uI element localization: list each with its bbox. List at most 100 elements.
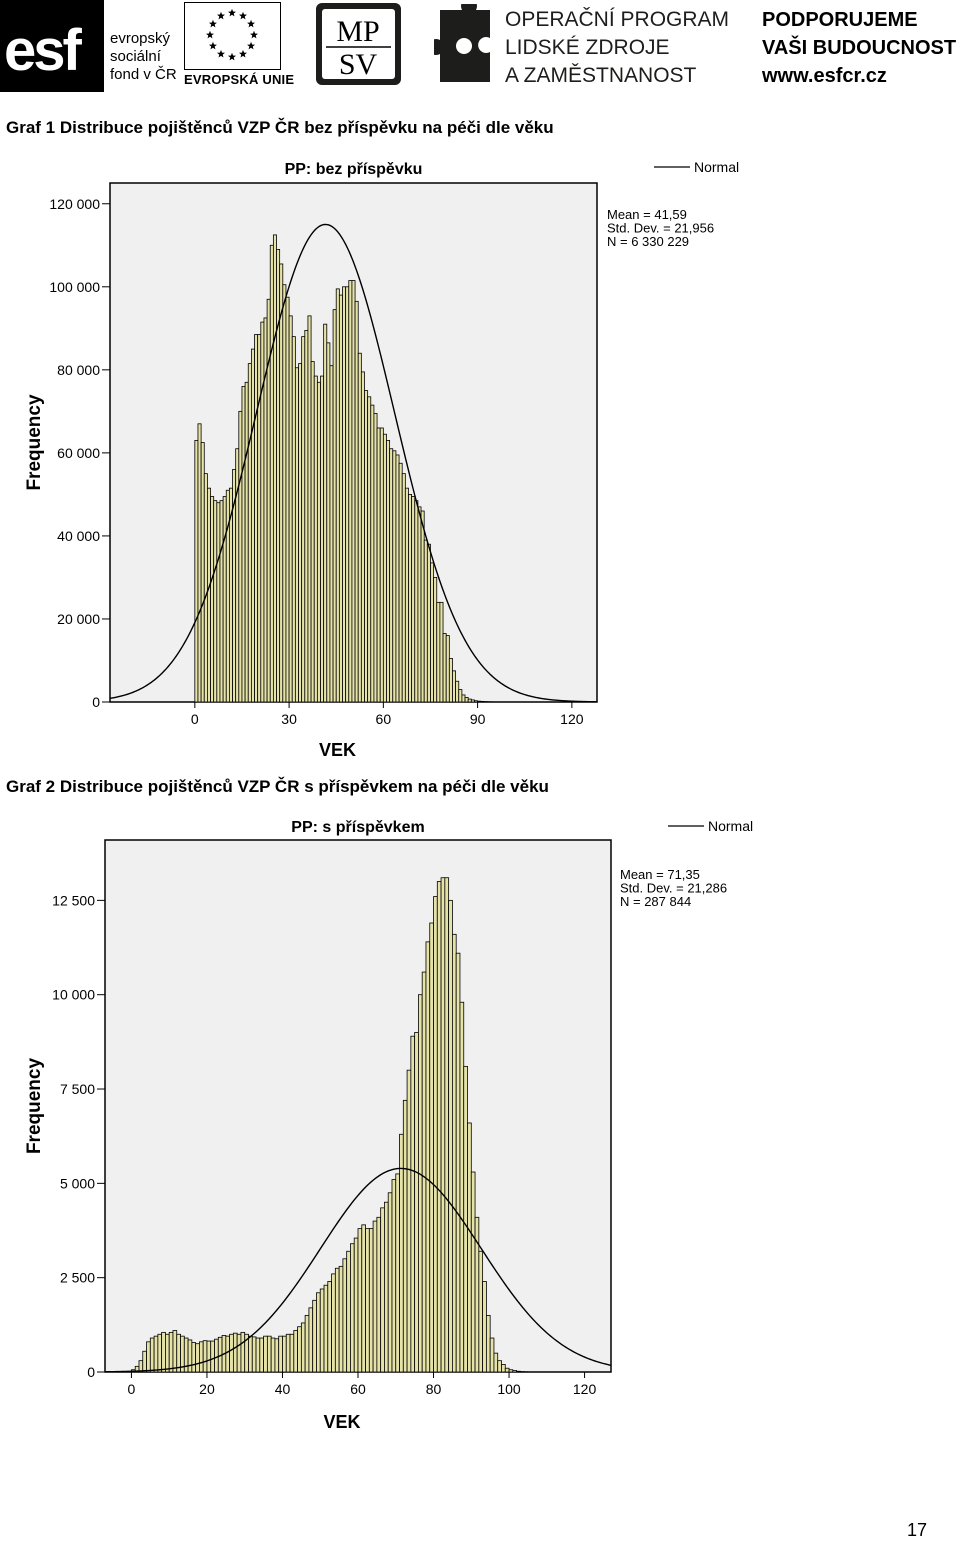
histogram-bar	[386, 440, 391, 703]
histogram-bar	[153, 1335, 159, 1373]
histogram-bar	[448, 657, 453, 703]
eu-star	[247, 41, 256, 50]
histogram-bar	[372, 1220, 378, 1373]
histogram-bar	[361, 1224, 366, 1373]
program-line-2: LIDSKÉ ZDROJE	[505, 36, 670, 59]
histogram-bar	[200, 442, 205, 703]
eu-caption: EVROPSKÁ UNIE	[184, 72, 295, 87]
histogram-bar	[451, 933, 457, 1373]
eu-star	[217, 49, 225, 58]
histogram-bar	[401, 473, 406, 703]
histogram-bar	[501, 1364, 506, 1373]
histogram-bar	[425, 941, 431, 1373]
histogram-bar	[291, 336, 296, 703]
histogram-bar	[329, 365, 334, 703]
histogram-bar	[482, 1281, 487, 1373]
histogram-bar	[269, 244, 274, 703]
histogram-bar	[455, 680, 460, 703]
stats-line: N = 6 330 229	[607, 234, 689, 249]
histogram-bar	[493, 1352, 499, 1373]
y-tick-label: 12 500	[52, 892, 95, 908]
histogram-bar	[414, 500, 419, 703]
histogram-bar	[323, 323, 328, 703]
histogram-bar	[270, 1337, 276, 1373]
histogram-bar	[282, 1335, 287, 1373]
histogram-bar	[379, 427, 384, 703]
y-tick-label: 5 000	[60, 1175, 95, 1191]
histogram-bar	[464, 697, 469, 703]
histogram-bar	[260, 321, 265, 703]
histogram-bar	[259, 1337, 265, 1373]
histogram-bar	[195, 1343, 200, 1373]
x-axis-label: VEK	[323, 1412, 360, 1432]
eu-flag	[184, 2, 281, 70]
y-tick-label: 2 500	[60, 1270, 95, 1286]
histogram-bar	[382, 433, 387, 703]
histogram-chart-1: PP: bez příspěvku Normal Mean = 41,59Std. …	[24, 159, 739, 760]
histogram-bar	[316, 381, 321, 703]
histogram-bar	[360, 371, 365, 703]
histogram-bar	[225, 1335, 231, 1373]
histogram-bar	[429, 922, 434, 1373]
eu-star	[217, 11, 225, 20]
esf-logo: esf	[0, 0, 104, 92]
histogram-bar	[387, 1192, 393, 1373]
histogram-bar	[251, 1336, 257, 1373]
histogram-bar	[331, 1273, 336, 1373]
histogram-bar	[236, 1333, 242, 1373]
histogram-bar	[187, 1339, 193, 1373]
x-tick-label: 0	[128, 1381, 136, 1397]
x-tick-label: 40	[275, 1381, 291, 1397]
histogram-bar	[307, 315, 312, 703]
x-axis-label: VEK	[319, 740, 356, 760]
histogram-bar	[310, 361, 315, 703]
y-tick-label: 80 000	[57, 362, 100, 378]
histogram-bar	[198, 1341, 204, 1373]
x-tick-label: 60	[376, 711, 392, 727]
histogram-bar	[346, 1250, 351, 1373]
slogan-url[interactable]: www.esfcr.cz	[762, 65, 887, 87]
y-tick-label: 100 000	[49, 279, 100, 295]
mpsv-text-1: MP	[336, 15, 379, 48]
stats-line: Mean = 71,35	[620, 867, 700, 882]
histogram-bar	[370, 404, 375, 703]
histogram-bar	[250, 348, 255, 703]
histogram-bar	[395, 1173, 400, 1373]
histogram-bar	[342, 1258, 348, 1373]
histogram-bar	[149, 1337, 155, 1373]
histogram-bar	[477, 700, 482, 703]
histogram-bar	[433, 577, 438, 703]
histogram-bar	[263, 1335, 268, 1373]
histogram-bar	[418, 994, 423, 1373]
histogram-bar	[213, 500, 218, 703]
histogram-bar	[365, 1228, 370, 1373]
normal-curve	[104, 1167, 612, 1373]
histogram-bar	[279, 263, 284, 703]
histogram-bar	[436, 601, 441, 703]
histogram-bar	[512, 1370, 518, 1373]
histogram-bar	[421, 971, 427, 1373]
histogram-bar	[480, 700, 485, 703]
y-tick-label: 0	[87, 1364, 95, 1380]
histogram-bar	[194, 440, 199, 703]
histogram-bar	[504, 1367, 510, 1373]
histogram-bar	[430, 562, 435, 703]
histogram-bar	[285, 1333, 291, 1373]
eu-star	[239, 49, 247, 58]
histogram-bar	[161, 1331, 166, 1373]
histogram-bar	[276, 249, 281, 703]
esf-caption-2: sociální	[110, 48, 161, 65]
histogram-bar	[399, 1133, 404, 1373]
histogram-bar	[448, 899, 453, 1373]
histogram-bar	[203, 473, 208, 703]
histogram-bar	[367, 396, 372, 703]
histogram-bar	[238, 410, 243, 703]
histogram-bar	[278, 1335, 283, 1373]
histogram-bar	[436, 881, 442, 1373]
histogram-bar	[414, 1032, 419, 1373]
eu-star	[206, 30, 214, 39]
histogram-bar	[229, 1333, 234, 1373]
stats-line: Mean = 41,59	[607, 207, 687, 222]
histogram-bar	[206, 1340, 212, 1373]
histogram-bar	[408, 493, 413, 703]
